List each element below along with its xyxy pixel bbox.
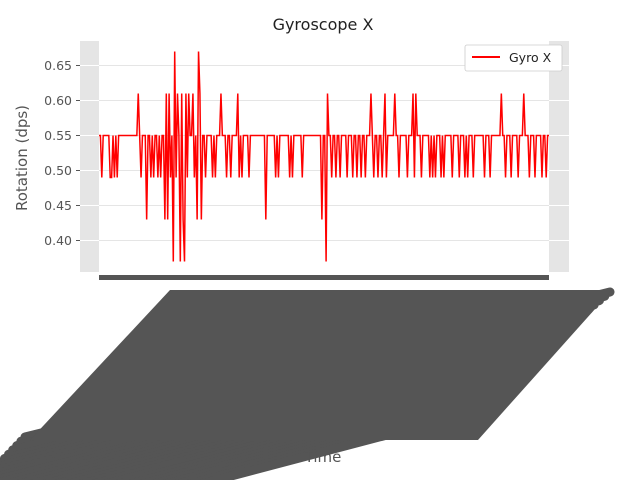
series-line-gyro-x bbox=[99, 51, 549, 262]
x-tick-labels-overlap-mass bbox=[30, 290, 612, 440]
y-tick-label: 0.55 bbox=[44, 128, 72, 143]
x-axis-label: Time bbox=[304, 448, 342, 466]
y-tick-label: 0.40 bbox=[44, 233, 72, 248]
legend: Gyro X bbox=[464, 44, 563, 72]
x-tick-label-stroke bbox=[198, 412, 461, 480]
x-tick-labels bbox=[0, 287, 615, 480]
chart-title: Gyroscope X bbox=[273, 15, 374, 34]
y-tick-label: 0.60 bbox=[44, 93, 72, 108]
y-axis-label: Rotation (dps) bbox=[13, 105, 31, 211]
y-tick-label: 0.50 bbox=[44, 163, 72, 178]
y-tick-label: 0.45 bbox=[44, 198, 72, 213]
x-tick-marks-band bbox=[99, 275, 549, 280]
legend-label-gyro-x: Gyro X bbox=[509, 50, 552, 65]
y-tick-label: 0.65 bbox=[44, 58, 72, 73]
y-axis-ticks: 0.40 0.45 0.50 0.55 0.60 0.65 bbox=[44, 58, 80, 248]
legend-box bbox=[464, 44, 563, 72]
